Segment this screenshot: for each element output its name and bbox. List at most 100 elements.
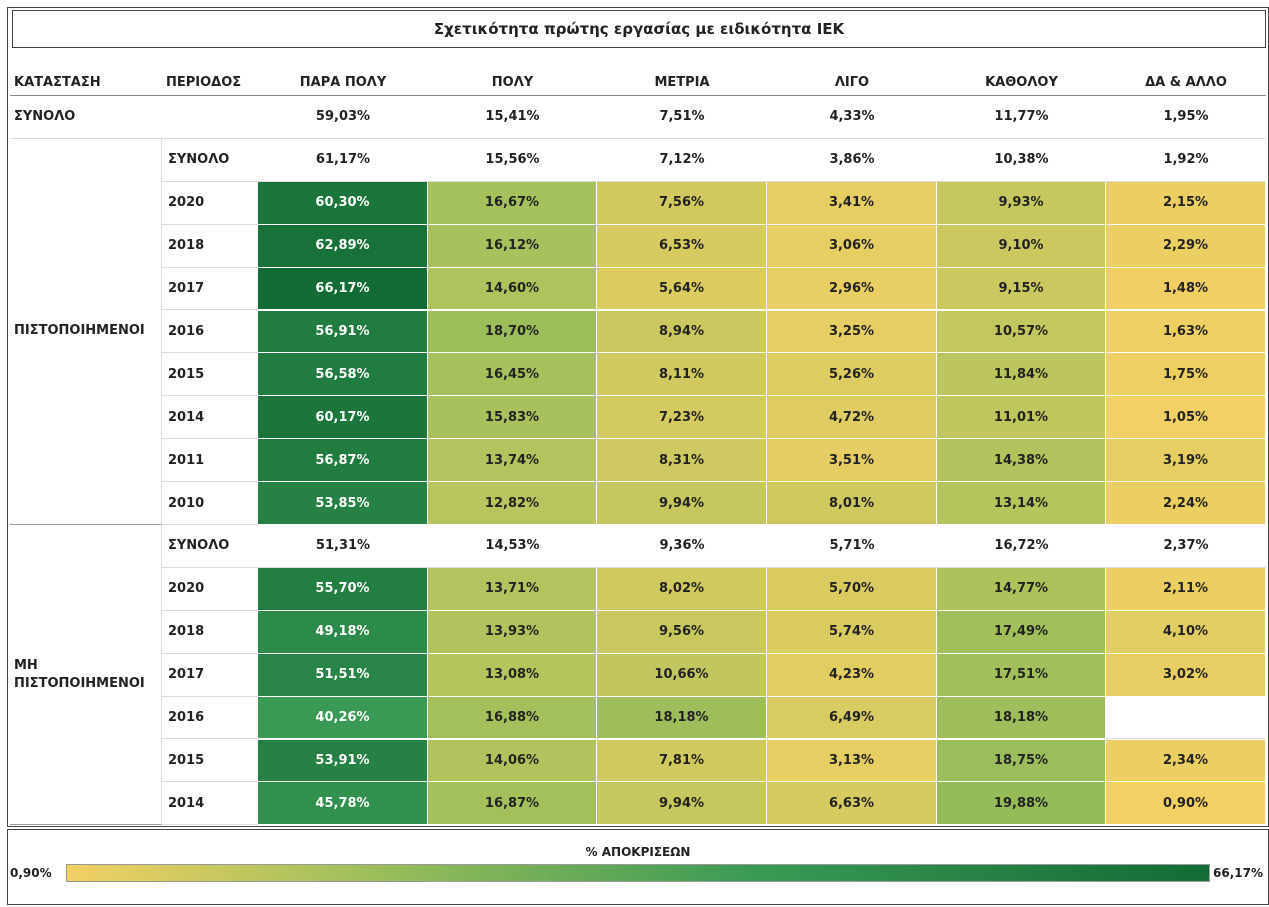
cell: 53,85% [258,482,428,525]
cell: 2,24% [1106,482,1266,525]
period-label: 2014 [162,782,258,826]
cell: 7,51% [597,96,767,139]
period-label: 2014 [162,396,258,440]
cell: 10,57% [937,310,1106,354]
cell: 61,17% [258,139,428,182]
cell: 3,02% [1106,653,1266,697]
cell: 49,18% [258,610,428,654]
title-box [12,10,1266,48]
cell: 6,63% [767,782,937,826]
cell: 7,56% [597,181,767,225]
cell: 9,10% [937,224,1106,268]
cell: 16,45% [428,353,597,397]
title: Σχετικότητα πρώτης εργασίας με ειδικότητ… [433,20,845,38]
cell: 3,13% [767,739,937,783]
cell: 13,08% [428,653,597,697]
period-label: 2018 [162,611,258,654]
cell: 5,64% [597,267,767,311]
cell: 16,67% [428,181,597,225]
cell: 2,37% [1106,525,1266,568]
cell: 17,49% [937,610,1106,654]
cell: 6,49% [767,696,937,740]
cell: 10,66% [597,653,767,697]
cell: 5,70% [767,567,937,611]
cell: 18,70% [428,310,597,354]
period-label: 2016 [162,311,258,354]
legend-gradient [66,864,1210,882]
cell: 5,26% [767,353,937,397]
cell: 9,93% [937,181,1106,225]
period-label: 2018 [162,225,258,268]
legend-min: 0,90% [10,866,52,880]
cell [1106,697,1266,740]
cell: 45,78% [258,782,428,826]
column-header: ΠΕΡΙΟΔΟΣ [162,70,258,96]
group-label: ΠΙΣΤΟΠΟΙΗΜΕΝΟΙ [10,138,162,525]
period-label: 2020 [162,182,258,225]
cell: 2,15% [1106,181,1266,225]
column-header: ΠΑΡΑ ΠΟΛΥ [258,70,428,96]
cell: 5,71% [767,525,937,568]
cell: 16,87% [428,782,597,826]
cell: 3,41% [767,181,937,225]
cell: 14,60% [428,267,597,311]
period-label: 2017 [162,268,258,311]
cell: 3,25% [767,310,937,354]
cell: 3,86% [767,139,937,182]
cell: 6,53% [597,224,767,268]
period-label: 2017 [162,654,258,697]
cell: 56,58% [258,353,428,397]
period-label: ΣΥΝΟΛΟ [162,525,258,568]
cell: 16,12% [428,224,597,268]
cell: 4,23% [767,653,937,697]
cell: 60,30% [258,181,428,225]
cell: 55,70% [258,567,428,611]
cell: 14,53% [428,525,597,568]
cell: 13,93% [428,610,597,654]
cell: 18,18% [597,696,767,740]
cell: 56,87% [258,439,428,483]
cell: 8,01% [767,482,937,525]
cell: 16,72% [937,525,1106,568]
cell: 15,41% [428,96,597,139]
cell: 11,01% [937,396,1106,440]
cell: 4,33% [767,96,937,139]
cell: 1,75% [1106,353,1266,397]
period-label: 2015 [162,353,258,397]
cell: 56,91% [258,310,428,354]
legend-max: 66,17% [1213,866,1263,880]
cell: 62,89% [258,224,428,268]
cell: 13,14% [937,482,1106,525]
column-header: ΜΕΤΡΙΑ [597,70,767,96]
cell: 13,74% [428,439,597,483]
cell: 13,71% [428,567,597,611]
cell: 1,95% [1106,96,1266,139]
cell: 8,11% [597,353,767,397]
cell: 17,51% [937,653,1106,697]
cell: 14,77% [937,567,1106,611]
cell: 15,83% [428,396,597,440]
period-label: 2016 [162,697,258,740]
period-label: 2015 [162,740,258,783]
cell: 60,17% [258,396,428,440]
cell: 14,38% [937,439,1106,483]
row-label: ΣΥΝΟΛΟ [10,96,258,139]
column-header: ΚΑΘΟΛΟΥ [937,70,1106,96]
cell: 4,10% [1106,610,1266,654]
cell: 53,91% [258,739,428,783]
period-label: 2011 [162,439,258,483]
cell: 9,36% [597,525,767,568]
cell: 2,11% [1106,567,1266,611]
cell: 10,38% [937,139,1106,182]
cell: 15,56% [428,139,597,182]
cell: 2,34% [1106,739,1266,783]
cell: 3,06% [767,224,937,268]
cell: 1,92% [1106,139,1266,182]
cell: 9,94% [597,482,767,525]
cell: 2,29% [1106,224,1266,268]
cell: 1,63% [1106,310,1266,354]
cell: 18,18% [937,696,1106,740]
cell: 5,74% [767,610,937,654]
column-header: ΔΑ & ΑΛΛΟ [1106,70,1266,96]
